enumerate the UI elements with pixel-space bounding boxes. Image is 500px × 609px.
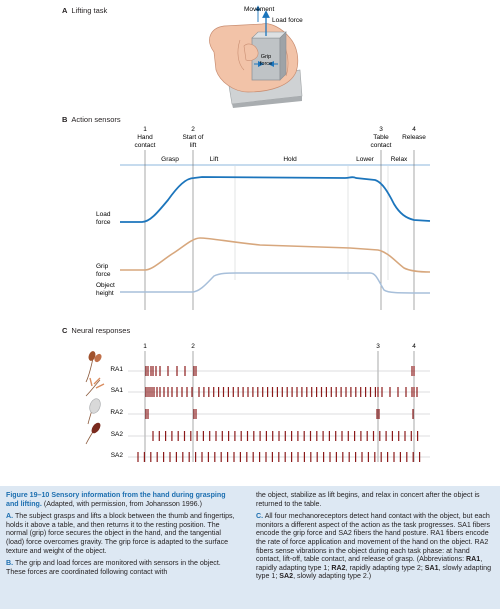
phase-lower: Lower	[356, 156, 375, 163]
event-2-label: 2 Start of lift	[183, 126, 204, 149]
spike-trains	[128, 366, 430, 462]
event-labels: 1 Hand contact 2 Start of lift 3 Table contact…	[135, 126, 427, 149]
caption-right-column: the object, stabilize as lift begins, an…	[256, 491, 494, 585]
load-force-trace	[120, 176, 431, 223]
grip-force-label-2: force	[260, 61, 272, 67]
fiber-label-ra1: RA1	[110, 366, 123, 373]
figure-svg: Movement Load force Grip force 1 Hand cont…	[85, 5, 431, 462]
event-4-label: 4 Release	[402, 126, 426, 141]
trace-labels: Load force Grip force Object height	[96, 211, 115, 297]
grip-force-trace	[120, 237, 431, 273]
phase-bar	[120, 164, 430, 166]
para-b-label: B.	[6, 559, 14, 568]
phase-divider-lines	[234, 166, 389, 280]
sa2-receptor-icon	[85, 422, 101, 445]
para-c-text: All four mechanoreceptors detect hand co…	[256, 512, 492, 581]
panel-a-label: A Lifting task	[62, 6, 108, 15]
panel-b-label: B Action sensors	[62, 115, 121, 124]
figure-title: Sensory information from the hand during…	[6, 491, 226, 508]
load-force-label: Load force	[272, 17, 303, 24]
hand-illustration	[209, 5, 303, 108]
svg-text:2: 2	[191, 343, 195, 350]
svg-text:4: 4	[412, 343, 416, 350]
para-c-label: C.	[256, 512, 264, 521]
caption-left-column: Figure 19–10 Sensory information from th…	[6, 491, 238, 580]
grip-force-label-1: Grip	[261, 54, 271, 60]
ra1-receptor-icon	[85, 351, 102, 383]
phase-hold: Hold	[283, 156, 297, 163]
fiber-label-sa2-second: SA2	[111, 452, 124, 459]
para-b-continued: the object, stabilize as lift begins, an…	[256, 491, 480, 508]
trace-label-grip: Grip force	[96, 263, 111, 278]
fiber-label-ra2: RA2	[110, 409, 123, 416]
phase-labels: Grasp Lift Hold Lower Relax	[161, 156, 408, 163]
ra2-receptor-icon	[87, 398, 101, 425]
panel-c-label: C Neural responses	[62, 326, 131, 335]
fiber-label-sa2: SA2	[111, 431, 124, 438]
trace-label-height: Object height	[96, 282, 115, 297]
fiber-label-sa1: SA1	[111, 387, 124, 394]
object-height-trace	[120, 272, 431, 294]
phase-lift: Lift	[210, 156, 219, 163]
para-a-text: The subject grasps and lifts a block bet…	[6, 512, 235, 555]
svg-text:3: 3	[376, 343, 380, 350]
fiber-labels: RA1 SA1 RA2 SA2 SA2	[110, 366, 123, 459]
phase-relax: Relax	[391, 156, 408, 163]
figure-credit: (Adapted, with permission, from Johansso…	[43, 499, 202, 508]
event-lines	[144, 150, 415, 310]
figure-number: Figure 19–10	[6, 491, 50, 499]
event-1-label: 1 Hand contact	[135, 126, 156, 149]
movement-label: Movement	[244, 6, 275, 13]
trace-label-load: Load force	[96, 211, 111, 226]
svg-text:1: 1	[143, 343, 147, 350]
phase-grasp: Grasp	[161, 156, 179, 163]
caption-box: Figure 19–10 Sensory information from th…	[0, 486, 500, 609]
neural-event-markers: 1 2 3 4	[143, 343, 416, 350]
para-a-label: A.	[6, 512, 14, 521]
sa1-receptor-icon	[85, 377, 105, 397]
event-3-label: 3 Table contact	[371, 126, 392, 149]
para-b-text: The grip and load forces are monitored w…	[6, 559, 221, 576]
